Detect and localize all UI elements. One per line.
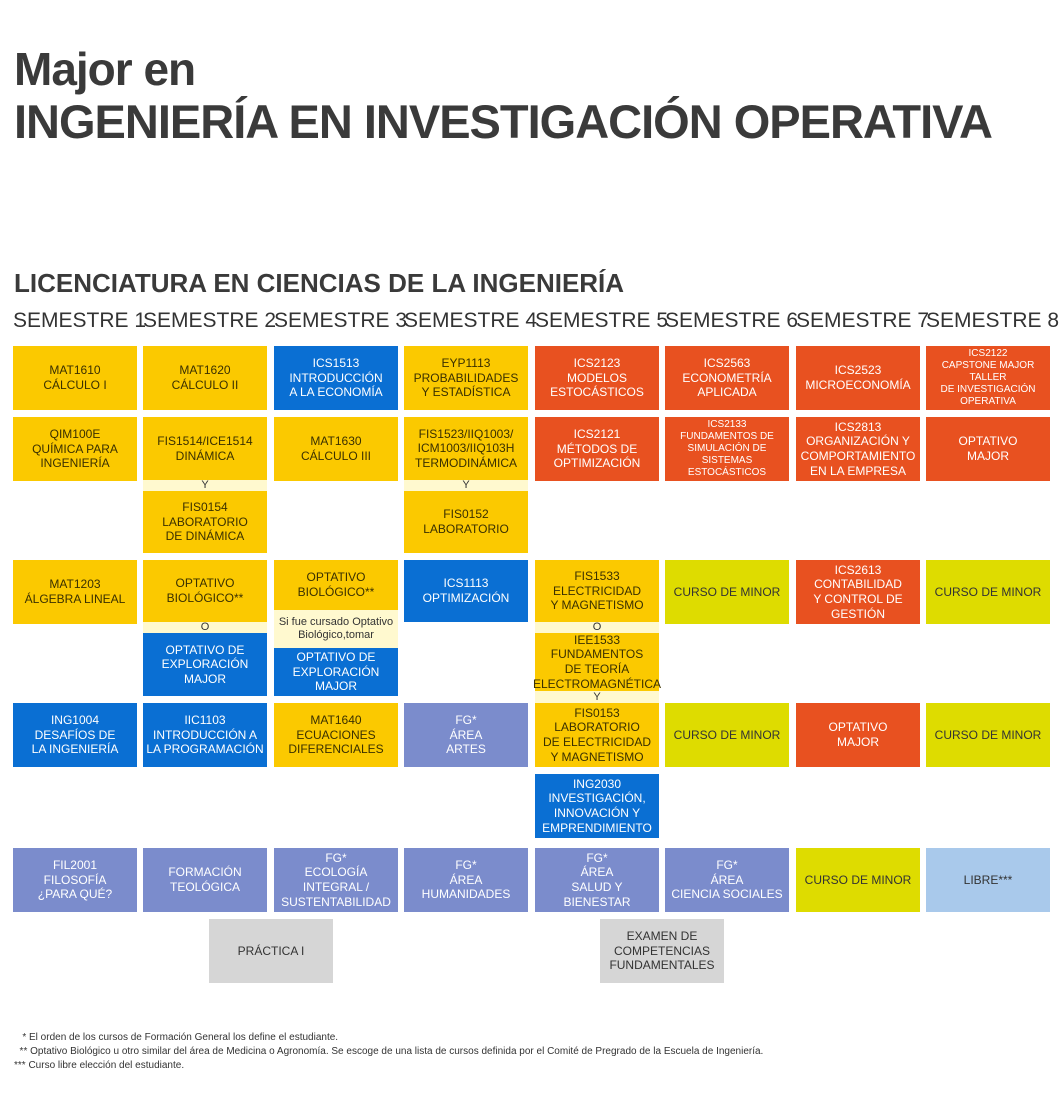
course-mat1610[interactable]: MAT1610 CÁLCULO I [13,346,137,410]
connector-o: O [535,622,659,633]
course-formacion-teologica[interactable]: FORMACIÓN TEOLÓGICA [143,848,267,912]
semester-header-7: SEMESTRE 7 [796,309,930,332]
course-fis1514[interactable]: FIS1514/ICE1514 DINÁMICA [143,417,267,480]
semester-header-2: SEMESTRE 2 [143,309,277,332]
connector-y: Y [535,691,659,703]
subtitle-licenciatura: LICENCIATURA EN CIENCIAS DE LA INGENIERÍ… [14,268,625,298]
course-fis0153[interactable]: FIS0153 LABORATORIO DE ELECTRICIDAD Y MA… [535,703,659,767]
course-minor[interactable]: CURSO DE MINOR [926,703,1050,767]
course-optativo-exploracion[interactable]: OPTATIVO DE EXPLORACIÓN MAJOR [143,633,267,696]
semester-header-6: SEMESTRE 6 [665,309,799,332]
course-fg-ciencias-sociales[interactable]: FG* ÁREA CIENCIA SOCIALES [665,848,789,912]
course-fg-humanidades[interactable]: FG* ÁREA HUMANIDADES [404,848,528,912]
title-major-en: Major en [14,43,196,95]
title-program-name: INGENIERÍA EN INVESTIGACIÓN OPERATIVA [14,95,993,148]
course-minor[interactable]: CURSO DE MINOR [665,560,789,624]
course-ing1004[interactable]: ING1004 DESAFÍOS DE LA INGENIERÍA [13,703,137,767]
course-mat1640[interactable]: MAT1640 ECUACIONES DIFERENCIALES [274,703,398,767]
course-ics2123[interactable]: ICS2123 MODELOS ESTOCÁSTICOS [535,346,659,410]
course-ics2813[interactable]: ICS2813 ORGANIZACIÓN Y COMPORTAMIENTO EN… [796,417,920,481]
connector-y: Y [143,480,267,491]
connector-o: O [143,622,267,633]
course-mat1630[interactable]: MAT1630 CÁLCULO III [274,417,398,481]
course-ics1113[interactable]: ICS1113 OPTIMIZACIÓN [404,560,528,622]
semester-header-5: SEMESTRE 5 [535,309,669,332]
course-optativo-biologico-s3[interactable]: OPTATIVO BIOLÓGICO** [274,560,398,610]
course-ics2133[interactable]: ICS2133 FUNDAMENTOS DE SIMULACIÓN DE SIS… [665,417,789,481]
course-iee1533[interactable]: IEE1533 FUNDAMENTOS DE TEORÍA ELECTROMAG… [533,632,662,691]
semester-header-3: SEMESTRE 3 [274,309,408,332]
course-eyp1113[interactable]: EYP1113 PROBABILIDADES Y ESTADÍSTICA [404,346,528,410]
course-minor[interactable]: CURSO DE MINOR [926,560,1050,624]
course-fis1533[interactable]: FIS1533 ELECTRICIDAD Y MAGNETISMO [535,560,659,622]
course-fg-artes[interactable]: FG* ÁREA ARTES [404,703,528,767]
course-mat1203[interactable]: MAT1203 ÁLGEBRA LINEAL [13,560,137,624]
course-fil2001[interactable]: FIL2001 FILOSOFÍA ¿PARA QUÉ? [13,848,137,912]
course-ics1513[interactable]: ICS1513 INTRODUCCIÓN A LA ECONOMÍA [274,346,398,410]
semester-header-8: SEMESTRE 8 [926,309,1060,332]
course-libre[interactable]: LIBRE*** [926,848,1050,912]
course-minor[interactable]: CURSO DE MINOR [796,848,920,912]
course-ics2122[interactable]: ICS2122 CAPSTONE MAJOR TALLER DE INVESTI… [926,346,1050,410]
course-optativo-major[interactable]: OPTATIVO MAJOR [796,703,920,767]
course-fg-ecologia[interactable]: FG* ECOLOGÍA INTEGRAL / SUSTENTABILIDAD [274,848,398,912]
semester-header-1: SEMESTRE 1 [13,309,147,332]
course-optativo-biologico[interactable]: OPTATIVO BIOLÓGICO** [143,560,267,622]
examen-competencias[interactable]: EXAMEN DE COMPETENCIAS FUNDAMENTALES [600,919,724,983]
course-qim100e[interactable]: QIM100E QUÍMICA PARA INGENIERÍA [13,417,137,481]
course-minor[interactable]: CURSO DE MINOR [665,703,789,767]
course-optativo-exploracion-s3[interactable]: OPTATIVO DE EXPLORACIÓN MAJOR [274,648,398,696]
course-optativo-major[interactable]: OPTATIVO MAJOR [926,417,1050,481]
course-fis0154[interactable]: FIS0154 LABORATORIO DE DINÁMICA [143,491,267,553]
course-mat1620[interactable]: MAT1620 CÁLCULO II [143,346,267,410]
course-ing2030[interactable]: ING2030 INVESTIGACIÓN, INNOVACIÓN Y EMPR… [535,774,659,838]
course-ics2613[interactable]: ICS2613 CONTABILIDAD Y CONTROL DE GESTIÓ… [796,560,920,624]
course-ics2563[interactable]: ICS2563 ECONOMETRÍA APLICADA [665,346,789,410]
course-fis1523[interactable]: FIS1523/IIQ1003/ ICM1003/IIQ103H TERMODI… [404,417,528,480]
course-ics2523[interactable]: ICS2523 MICROECONOMÍA [796,346,920,410]
footnote-3: *** Curso libre elección del estudiante. [14,1060,185,1071]
course-iic1103[interactable]: IIC1103 INTRODUCCIÓN A LA PROGRAMACIÓN [143,703,267,767]
semester-header-4: SEMESTRE 4 [404,309,538,332]
footnote-1: * El orden de los cursos de Formación Ge… [14,1032,339,1043]
connector-y: Y [404,480,528,491]
course-fis0152[interactable]: FIS0152 LABORATORIO [404,491,528,553]
course-fg-salud[interactable]: FG* ÁREA SALUD Y BIENESTAR [535,848,659,912]
course-ics2121[interactable]: ICS2121 MÉTODOS DE OPTIMIZACIÓN [535,417,659,481]
footnote-2: ** Optativo Biológico u otro similar del… [14,1046,764,1057]
practica-i[interactable]: PRÁCTICA I [209,919,333,983]
optativo-note: Si fue cursado Optativo Biológico,tomar [274,610,398,648]
